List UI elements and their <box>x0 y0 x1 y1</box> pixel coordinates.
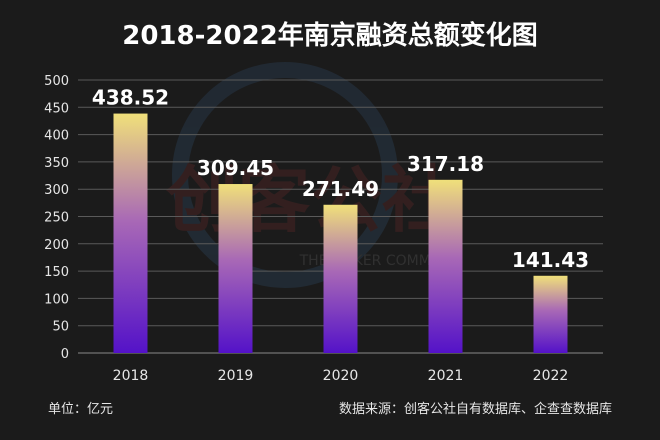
data-label-2022: 141.43 <box>512 248 589 272</box>
y-tick-label: 350 <box>44 156 69 171</box>
watermark-text: 创客公社 <box>166 158 454 242</box>
data-label-2019: 309.45 <box>197 156 274 180</box>
bar-2019 <box>218 184 253 353</box>
y-tick-label: 450 <box>44 101 69 116</box>
data-label-2020: 271.49 <box>302 177 379 201</box>
x-tick-label: 2019 <box>218 368 254 384</box>
bar-2020 <box>323 204 358 353</box>
y-tick-label: 50 <box>52 320 69 335</box>
source-note: 数据来源：创客公社自有数据库、企查查数据库 <box>339 401 612 417</box>
x-axis-ticks: 2018 2019 2020 2021 2022 <box>113 368 569 384</box>
unit-note: 单位：亿元 <box>48 402 113 417</box>
y-tick-label: 100 <box>44 292 69 307</box>
y-tick-label: 300 <box>44 183 69 198</box>
watermark-bulb-icon <box>172 62 398 288</box>
y-tick-label: 500 <box>44 74 69 89</box>
y-tick-label: 400 <box>44 129 69 144</box>
bar-2022 <box>533 275 568 353</box>
bar-2018 <box>113 113 148 353</box>
y-tick-label: 0 <box>61 347 69 362</box>
data-label-2018: 438.52 <box>92 86 169 110</box>
x-tick-label: 2021 <box>428 368 464 384</box>
y-tick-label: 200 <box>44 238 69 253</box>
data-label-2021: 317.18 <box>407 152 484 176</box>
x-tick-label: 2018 <box>113 368 149 384</box>
gridlines <box>78 79 603 354</box>
data-labels: 438.52 309.45 271.49 317.18 141.43 <box>92 86 589 272</box>
y-axis-ticks: 0 50 100 150 200 250 300 350 400 450 500 <box>44 74 69 362</box>
chart-title: 2018-2022年南京融资总额变化图 <box>122 20 538 51</box>
bars <box>113 113 568 353</box>
x-tick-label: 2020 <box>323 368 359 384</box>
bar-2021 <box>428 179 463 353</box>
x-tick-label: 2022 <box>533 368 569 384</box>
y-tick-label: 250 <box>44 211 69 226</box>
y-tick-label: 150 <box>44 265 69 280</box>
